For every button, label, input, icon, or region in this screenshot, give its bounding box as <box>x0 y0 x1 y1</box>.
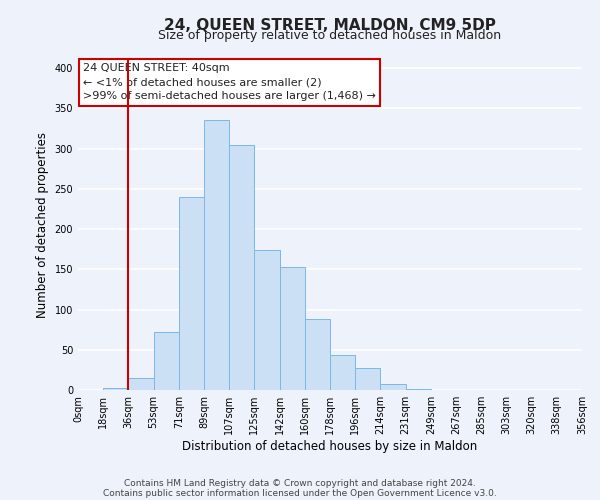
Bar <box>355 368 380 390</box>
Bar <box>254 250 280 390</box>
Text: Size of property relative to detached houses in Maldon: Size of property relative to detached ho… <box>158 29 502 42</box>
Text: 24 QUEEN STREET: 40sqm
← <1% of detached houses are smaller (2)
>99% of semi-det: 24 QUEEN STREET: 40sqm ← <1% of detached… <box>83 64 376 102</box>
Text: 24, QUEEN STREET, MALDON, CM9 5DP: 24, QUEEN STREET, MALDON, CM9 5DP <box>164 18 496 32</box>
Bar <box>330 354 355 390</box>
Bar <box>179 197 204 390</box>
Text: Contains public sector information licensed under the Open Government Licence v3: Contains public sector information licen… <box>103 488 497 498</box>
Y-axis label: Number of detached properties: Number of detached properties <box>36 132 49 318</box>
Text: Contains HM Land Registry data © Crown copyright and database right 2024.: Contains HM Land Registry data © Crown c… <box>124 478 476 488</box>
Bar <box>280 267 305 390</box>
Bar <box>229 144 254 390</box>
Bar <box>154 332 179 390</box>
Bar <box>103 388 128 390</box>
Bar <box>380 384 406 390</box>
Bar <box>128 378 154 390</box>
X-axis label: Distribution of detached houses by size in Maldon: Distribution of detached houses by size … <box>182 440 478 453</box>
Bar <box>406 389 431 390</box>
Bar <box>305 319 330 390</box>
Bar <box>204 120 229 390</box>
